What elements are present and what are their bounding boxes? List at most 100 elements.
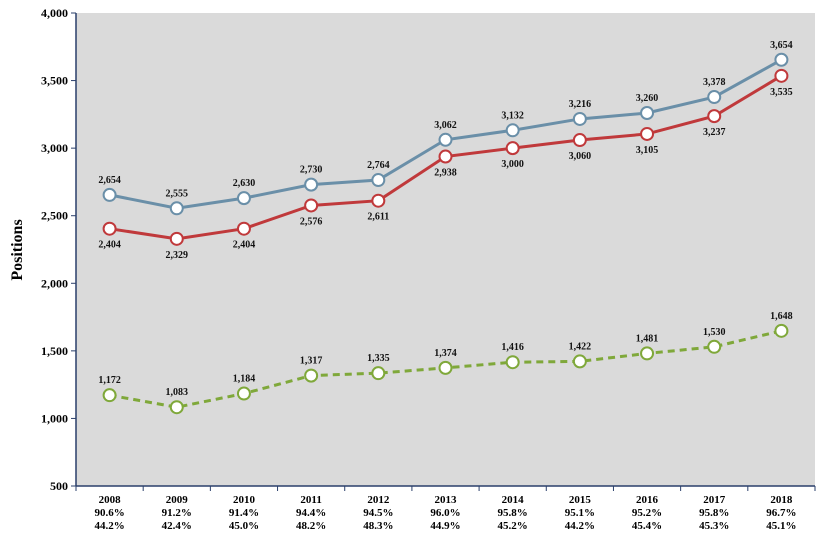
y-tick-label: 3,500: [41, 74, 68, 88]
data-point: [640, 126, 655, 141]
data-label: 2,730: [300, 165, 323, 176]
y-tick-label: 1,500: [41, 344, 68, 358]
y-tick-label: 2,500: [41, 209, 68, 223]
y-tick-label: 500: [50, 479, 68, 493]
x-tick-sublabel: 48.3%: [363, 520, 393, 532]
data-point: [438, 132, 453, 147]
data-label: 1,184: [233, 374, 256, 385]
data-label: 3,654: [770, 40, 793, 51]
data-label: 2,938: [434, 168, 457, 179]
data-point: [572, 354, 587, 369]
data-point: [774, 323, 789, 338]
y-tick-label: 2,000: [41, 276, 68, 290]
data-label: 2,329: [166, 250, 189, 261]
y-tick-label: 1,000: [41, 411, 68, 425]
y-tick-label: 4,000: [41, 6, 68, 20]
x-tick-label: 2010: [233, 494, 256, 506]
data-point: [102, 388, 117, 403]
data-point: [505, 355, 520, 370]
x-tick-sublabel: 45.0%: [229, 520, 259, 532]
data-label: 1,335: [367, 353, 390, 364]
data-label: 2,654: [98, 175, 121, 186]
x-tick-sublabel: 95.2%: [632, 507, 662, 519]
data-point: [236, 221, 251, 236]
x-tick-sublabel: 48.2%: [296, 520, 326, 532]
data-point: [572, 111, 587, 126]
data-point: [371, 173, 386, 188]
data-label: 1,172: [98, 375, 121, 386]
data-point: [640, 346, 655, 361]
data-point: [304, 198, 319, 213]
x-tick-label: 2008: [99, 494, 122, 506]
data-label: 1,648: [770, 311, 793, 322]
data-label: 3,260: [636, 93, 659, 104]
data-label: 3,062: [434, 120, 457, 131]
x-tick-label: 2016: [636, 494, 659, 506]
data-label: 2,555: [166, 188, 189, 199]
x-tick-label: 2011: [300, 494, 321, 506]
x-tick-label: 2013: [435, 494, 458, 506]
data-point: [304, 177, 319, 192]
data-point: [102, 221, 117, 236]
data-point: [707, 90, 722, 105]
data-label: 1,416: [501, 342, 524, 353]
data-label: 3,105: [636, 145, 659, 156]
data-point: [236, 191, 251, 206]
data-point: [371, 193, 386, 208]
data-point: [640, 106, 655, 121]
data-point: [572, 133, 587, 148]
x-tick-label: 2018: [770, 494, 793, 506]
data-label: 2,764: [367, 160, 390, 171]
data-label: 1,374: [434, 348, 457, 359]
data-label: 3,216: [569, 99, 592, 110]
x-tick-label: 2015: [569, 494, 592, 506]
data-label: 3,060: [569, 151, 592, 162]
data-label: 2,630: [233, 178, 256, 189]
x-tick-label: 2014: [502, 494, 525, 506]
data-label: 3,237: [703, 127, 726, 138]
data-point: [707, 109, 722, 124]
x-tick-sublabel: 96.7%: [766, 507, 796, 519]
data-label: 1,530: [703, 327, 726, 338]
x-tick-sublabel: 96.0%: [430, 507, 460, 519]
x-tick-sublabel: 45.2%: [498, 520, 528, 532]
x-tick-sublabel: 95.8%: [699, 507, 729, 519]
x-tick-sublabel: 45.3%: [699, 520, 729, 532]
data-point: [707, 339, 722, 354]
y-tick-label: 3,000: [41, 141, 68, 155]
data-point: [505, 123, 520, 138]
x-tick-sublabel: 42.4%: [162, 520, 192, 532]
data-point: [169, 231, 184, 246]
data-point: [236, 386, 251, 401]
x-tick-sublabel: 94.4%: [296, 507, 326, 519]
x-tick-label: 2012: [367, 494, 390, 506]
x-tick-sublabel: 95.1%: [565, 507, 595, 519]
data-label: 3,132: [501, 110, 524, 121]
x-tick-sublabel: 44.2%: [565, 520, 595, 532]
data-point: [169, 400, 184, 415]
data-label: 2,404: [98, 240, 121, 251]
data-label: 1,481: [636, 333, 659, 344]
x-tick-sublabel: 44.2%: [94, 520, 124, 532]
x-tick-label: 2009: [166, 494, 189, 506]
x-tick-sublabel: 45.1%: [766, 520, 796, 532]
y-axis-label: Positions: [9, 219, 26, 280]
x-tick-label: 2017: [703, 494, 726, 506]
data-label: 2,404: [233, 240, 256, 251]
data-label: 1,317: [300, 356, 323, 367]
data-point: [102, 187, 117, 202]
plot-area: [76, 13, 815, 486]
data-point: [304, 368, 319, 383]
data-label: 2,611: [367, 212, 389, 223]
data-point: [371, 366, 386, 381]
x-tick-sublabel: 91.4%: [229, 507, 259, 519]
data-point: [438, 360, 453, 375]
x-tick-sublabel: 45.4%: [632, 520, 662, 532]
data-label: 1,422: [569, 341, 592, 352]
x-tick-sublabel: 95.8%: [498, 507, 528, 519]
data-label: 3,378: [703, 77, 726, 88]
data-label: 3,535: [770, 87, 793, 98]
data-point: [438, 149, 453, 164]
x-tick-sublabel: 94.5%: [363, 507, 393, 519]
